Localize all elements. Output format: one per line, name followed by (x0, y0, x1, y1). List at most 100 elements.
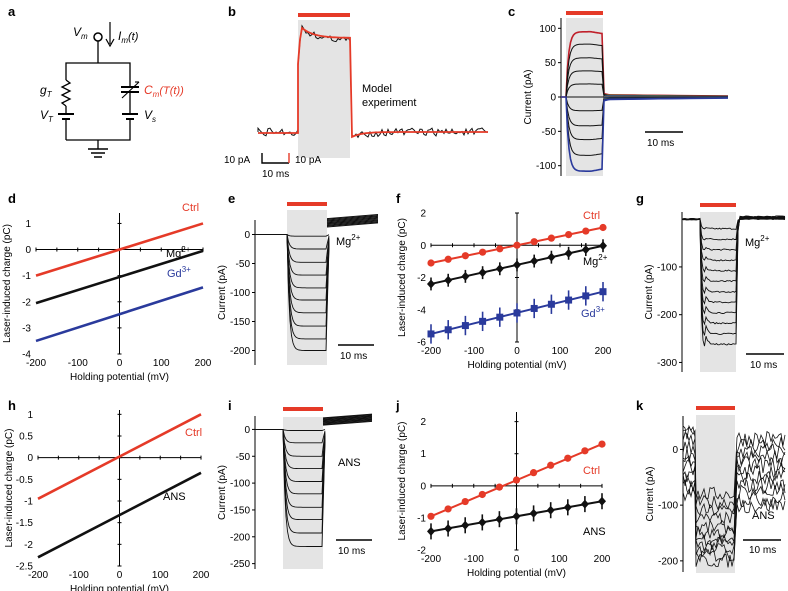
panel-c: c 100 50 0 -50 -100 Current (pA) 10 ms (508, 4, 729, 176)
d-ytick-label: -1 (22, 271, 31, 282)
e-ytick-label: 0 (244, 230, 250, 241)
f-point (513, 260, 521, 270)
c-trace (561, 30, 729, 98)
j-point (495, 514, 504, 524)
j-point (427, 512, 435, 520)
h-xlabel: Holding potential (mV) (70, 584, 169, 591)
f-xtick-label: -200 (421, 346, 441, 357)
i-tail (322, 420, 373, 425)
axis-i: 0 -50 -100 -150 -200 -250 Current (pA) (217, 416, 256, 570)
e-tail (326, 218, 379, 224)
f-point (444, 326, 452, 334)
f-xtick-label: -100 (464, 346, 484, 357)
j-point (478, 517, 487, 527)
h-ylabel: Laser-induced charge (pC) (4, 429, 15, 548)
panel-label-d: d (8, 191, 16, 206)
f-xtick-label: 100 (552, 346, 569, 357)
j-point (512, 511, 521, 521)
j-point (547, 461, 555, 469)
f-point (513, 309, 521, 317)
legend-model: Model (362, 83, 392, 95)
j-point (598, 440, 606, 448)
vm-node-label: Vm (73, 25, 88, 41)
e-tail (326, 214, 379, 221)
k-ytick-label: -100 (658, 501, 678, 512)
im-label: Im(t) (118, 29, 139, 45)
j-point (530, 469, 538, 477)
model-trace (258, 26, 488, 139)
c-trace (561, 96, 729, 141)
e-ytick-label: -100 (230, 288, 250, 299)
f-ylabel: Laser-induced charge (pC) (397, 218, 408, 337)
j-point (427, 526, 435, 536)
f-point (513, 241, 521, 249)
top-rail (65, 62, 131, 80)
panel-a-circuit: a Vm Im(t) gT VT Cm(T(t)) Vs (8, 4, 184, 158)
f-tag-gd: Gd3+ (581, 305, 605, 320)
i-ytick-label: -100 (230, 479, 250, 490)
e-ytick-label: -150 (230, 317, 250, 328)
c-trace (561, 57, 729, 98)
h-ytick-label: -2 (24, 540, 33, 551)
panel-f: f -200 -100 0 100 200 2 0 -2 -4 -6 Holding potenti… (396, 191, 612, 371)
f-point (530, 304, 538, 312)
j-ytick-label: -1 (417, 513, 426, 524)
gT-label: gT (40, 83, 53, 99)
panel-label-i: i (228, 398, 232, 413)
c-trace (561, 96, 729, 156)
i-ytick-label: 0 (244, 425, 250, 436)
d-ytick-label: -4 (22, 350, 31, 361)
e-ylabel: Current (pA) (217, 265, 228, 320)
d-xlabel: Holding potential (mV) (70, 372, 169, 383)
d-xtick-label: 200 (195, 358, 212, 369)
g-tag: Mg2+ (745, 234, 770, 249)
d-series-0 (35, 222, 204, 277)
j-xtick-label: 200 (594, 554, 611, 565)
k-ytick-label: -200 (658, 556, 678, 567)
j-xtick-label: -200 (421, 554, 441, 565)
plot-j: -200 -100 0 100 200 2 1 0 -1 -2 Holding potential … (397, 412, 611, 579)
f-point (530, 238, 538, 246)
g-trace (681, 215, 786, 347)
h-xtick-label: -100 (69, 570, 89, 581)
f-point (427, 259, 435, 267)
laser-bar-b (298, 13, 350, 17)
f-xtick-label: 0 (514, 346, 520, 357)
k-tag: ANS (752, 510, 775, 522)
h-xtick-label: 200 (193, 570, 210, 581)
g-ytick-label: -200 (657, 310, 677, 321)
g-ylabel: Current (pA) (644, 264, 655, 319)
j-xtick-label: 0 (514, 554, 520, 565)
h-ytick-label: -1 (24, 497, 33, 508)
c-trace (561, 96, 729, 127)
bottom-rail (66, 119, 131, 141)
i-ytick-label: -250 (230, 559, 250, 570)
plot-h: -200 -100 0 100 200 1 0.5 0 -0.5 -1 -1.5 -2 -2.5 Hold… (4, 410, 210, 591)
j-point (598, 496, 606, 506)
panel-label-g: g (636, 191, 644, 206)
j-point (529, 508, 538, 518)
k-trace (682, 479, 786, 563)
f-point (581, 245, 590, 255)
j-point (563, 502, 572, 512)
f-point (427, 330, 435, 338)
e-ytick-label: -200 (230, 346, 250, 357)
experiment-trace (257, 24, 489, 139)
f-point (461, 252, 469, 260)
c-ytick-label: 0 (550, 93, 556, 104)
g-ytick-label: -100 (657, 262, 677, 273)
i-tag: ANS (338, 457, 361, 469)
e-trace (255, 234, 330, 351)
panel-label-e: e (228, 191, 235, 206)
panel-label-j: j (395, 398, 400, 413)
h-xtick-label: -200 (28, 570, 48, 581)
f-point (461, 322, 469, 330)
k-trace (682, 424, 786, 511)
plot-f: -200 -100 0 100 200 2 0 -2 -4 -6 Holding potential… (397, 209, 612, 372)
j-ytick-label: 0 (420, 481, 426, 492)
i-tail (322, 414, 373, 420)
h-ytick-label: 1 (27, 410, 33, 421)
laser-bar-k (696, 406, 735, 410)
scale-time-g: 10 ms (750, 360, 777, 371)
VT-label: VT (40, 108, 54, 124)
